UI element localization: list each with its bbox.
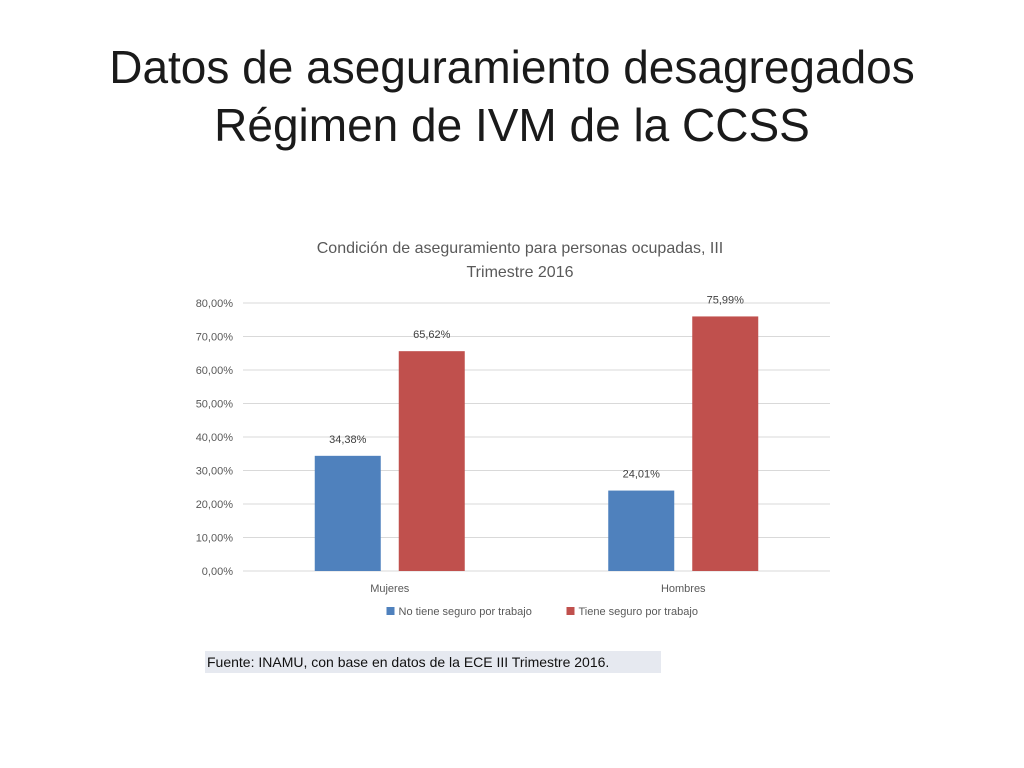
- y-tick-label: 70,00%: [196, 332, 234, 344]
- bar: [692, 316, 759, 571]
- slide-title-line2: Régimen de IVM de la CCSS: [214, 99, 810, 151]
- legend-label: Tiene seguro por trabajo: [579, 606, 698, 618]
- y-tick-label: 80,00%: [196, 298, 234, 310]
- data-label: 24,01%: [623, 469, 661, 481]
- data-label: 75,99%: [707, 294, 745, 306]
- legend: No tiene seguro por trabajo Tiene seguro …: [386, 606, 698, 618]
- chart-svg: Condición de aseguramiento para personas…: [196, 240, 830, 618]
- bar: [398, 351, 465, 571]
- slide-title: Datos de aseguramiento desagregados Régi…: [0, 38, 1024, 154]
- x-tick-label: Hombres: [661, 583, 706, 595]
- chart-title-line1: Condición de aseguramiento para personas…: [317, 240, 723, 257]
- y-tick-label: 50,00%: [196, 399, 234, 411]
- bar-chart: Condición de aseguramiento para personas…: [170, 225, 850, 625]
- y-tick-label: 40,00%: [196, 432, 234, 444]
- legend-swatch: [566, 607, 575, 615]
- chart-title-line2: Trimestre 2016: [467, 264, 574, 281]
- data-label: 65,62%: [413, 329, 451, 341]
- x-axis-ticks: Mujeres Hombres: [370, 583, 706, 595]
- bars: [314, 316, 759, 571]
- y-tick-label: 60,00%: [196, 365, 234, 377]
- x-tick-label: Mujeres: [370, 583, 410, 595]
- legend-label: No tiene seguro por trabajo: [399, 606, 532, 618]
- slide-title-line1: Datos de aseguramiento desagregados: [109, 41, 915, 93]
- source-note: Fuente: INAMU, con base en datos de la E…: [205, 651, 661, 673]
- bar: [314, 455, 381, 571]
- y-tick-label: 30,00%: [196, 466, 234, 478]
- data-labels: 34,38% 65,62% 24,01% 75,99%: [329, 294, 744, 480]
- y-tick-label: 20,00%: [196, 499, 234, 511]
- legend-swatch: [386, 607, 395, 615]
- bar: [608, 490, 675, 571]
- y-tick-label: 10,00%: [196, 533, 234, 545]
- y-tick-label: 0,00%: [202, 566, 233, 578]
- data-label: 34,38%: [329, 434, 367, 446]
- y-axis-ticks: 0,00% 10,00% 20,00% 30,00% 40,00% 50,00% 60,00…: [196, 298, 234, 578]
